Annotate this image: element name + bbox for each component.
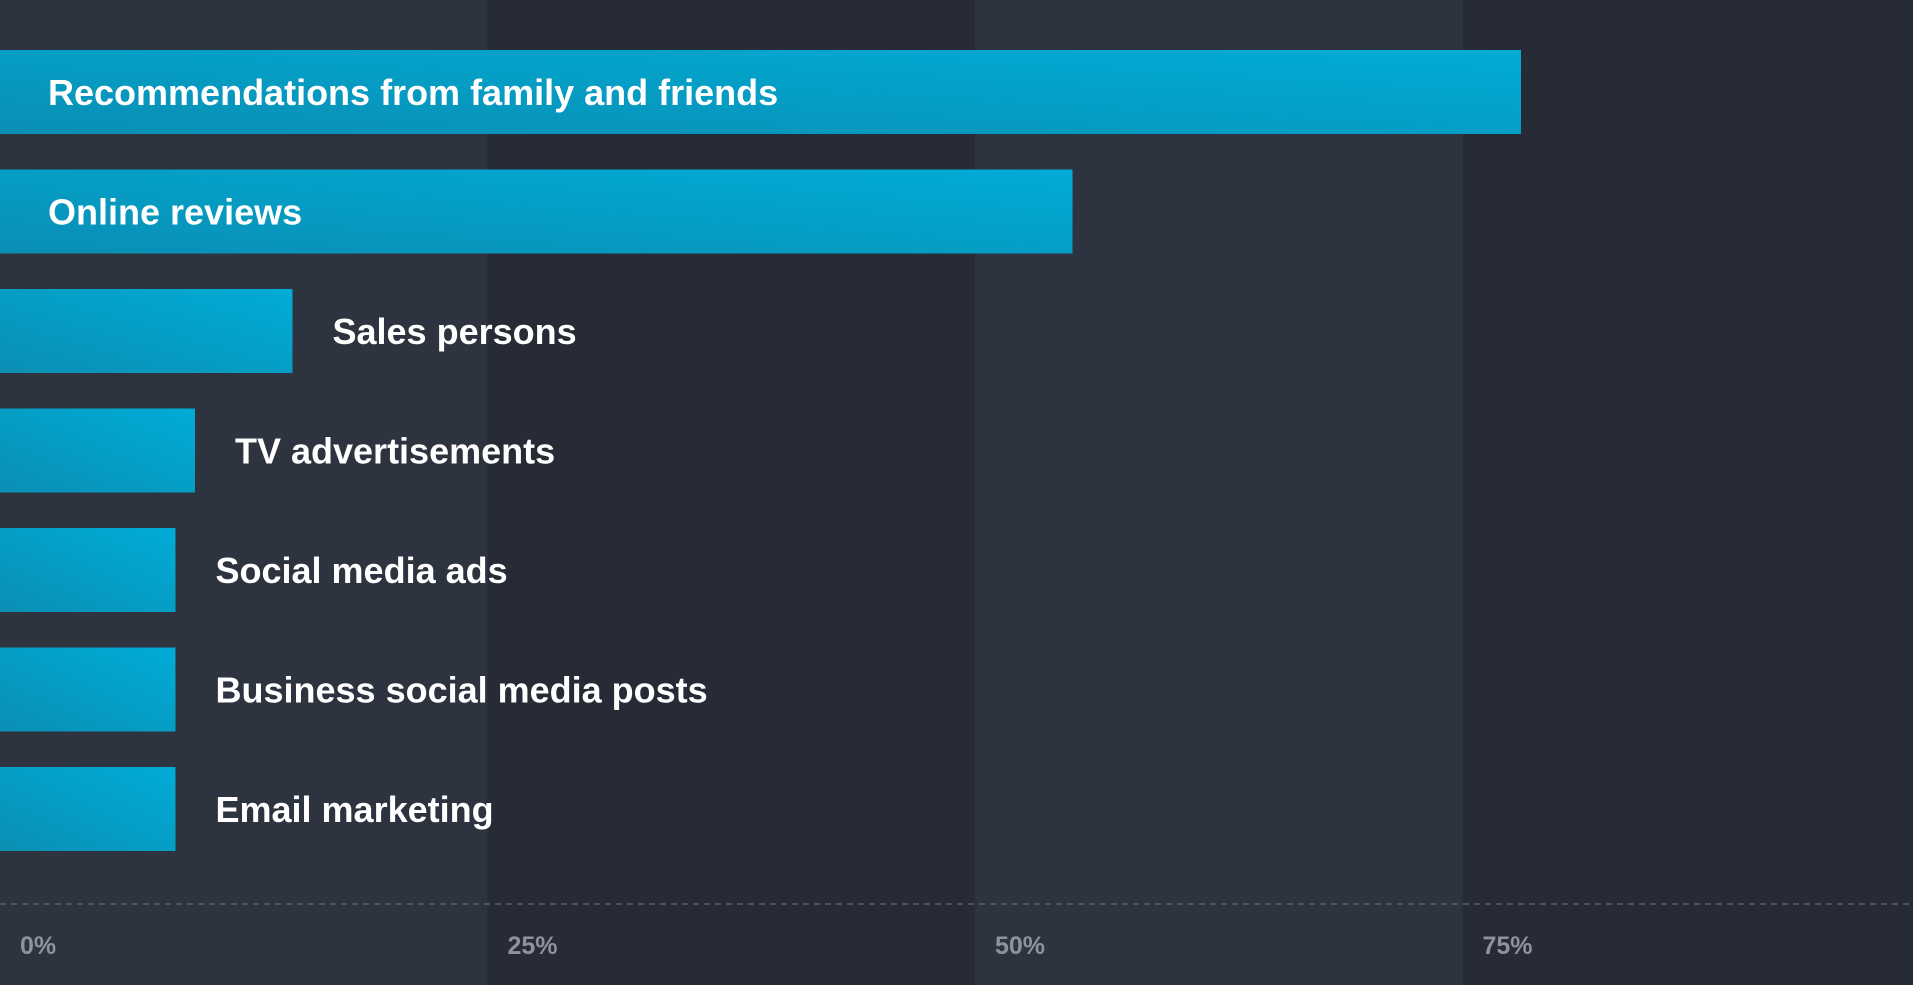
x-tick-label: 50% <box>995 932 1045 960</box>
bar-label: Sales persons <box>333 311 577 352</box>
bar <box>0 50 1521 134</box>
bar-label: Social media ads <box>216 550 508 591</box>
grid-band <box>1462 0 1913 985</box>
x-tick-label: 75% <box>1483 932 1533 960</box>
bar-label: Business social media posts <box>216 670 708 711</box>
bar-label: Recommendations from family and friends <box>48 72 778 113</box>
bar <box>0 528 176 612</box>
bar-label: Email marketing <box>216 789 494 830</box>
bar-label: TV advertisements <box>235 431 555 472</box>
bar-label: Online reviews <box>48 192 302 233</box>
bar <box>0 289 293 373</box>
bar <box>0 169 1073 254</box>
bars: Recommendations from family and friends O… <box>0 50 1521 851</box>
x-axis: 0% 25% 50% 75% <box>0 903 1913 960</box>
x-tick-label: 25% <box>508 932 558 960</box>
x-tick-label: 0% <box>20 932 56 960</box>
bar <box>0 767 176 851</box>
bar <box>0 647 176 732</box>
bar <box>0 408 195 493</box>
grid-band <box>487 0 975 985</box>
grid-band <box>975 0 1463 985</box>
